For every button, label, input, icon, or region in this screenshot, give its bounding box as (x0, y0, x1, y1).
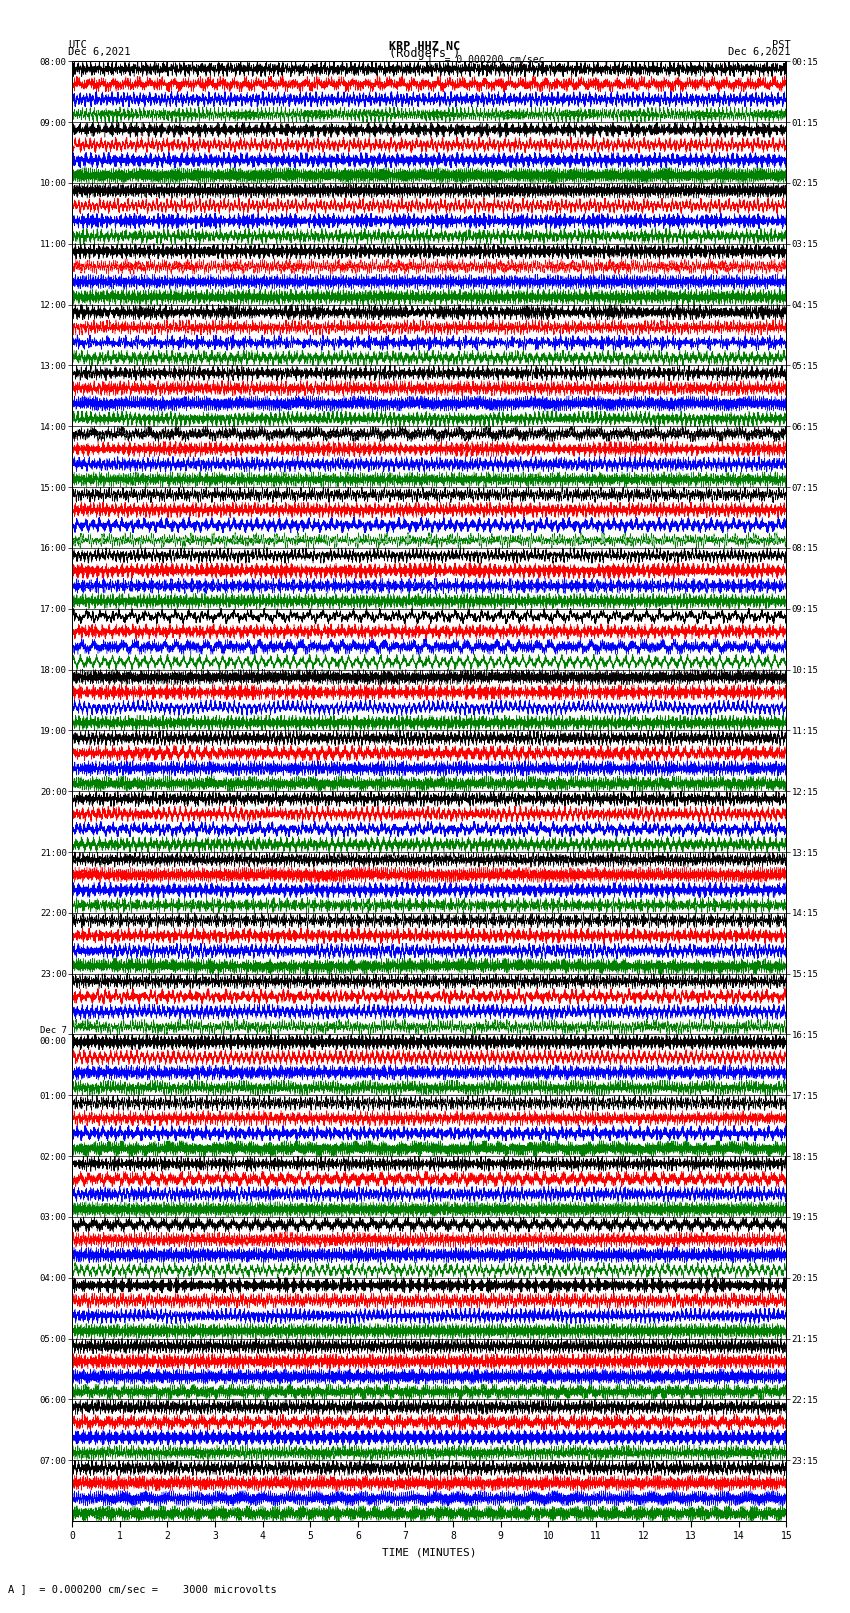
Text: KRP HHZ NC: KRP HHZ NC (389, 39, 461, 53)
Text: (Rodgers ): (Rodgers ) (389, 47, 461, 60)
Text: UTC: UTC (68, 39, 87, 50)
Text: Dec 6,2021: Dec 6,2021 (68, 47, 131, 56)
X-axis label: TIME (MINUTES): TIME (MINUTES) (382, 1547, 477, 1557)
Text: PST: PST (772, 39, 791, 50)
Text: |  = 0.000200 cm/sec: | = 0.000200 cm/sec (427, 55, 544, 66)
Text: A ]  = 0.000200 cm/sec =    3000 microvolts: A ] = 0.000200 cm/sec = 3000 microvolts (8, 1584, 277, 1594)
Text: Dec 6,2021: Dec 6,2021 (728, 47, 791, 56)
